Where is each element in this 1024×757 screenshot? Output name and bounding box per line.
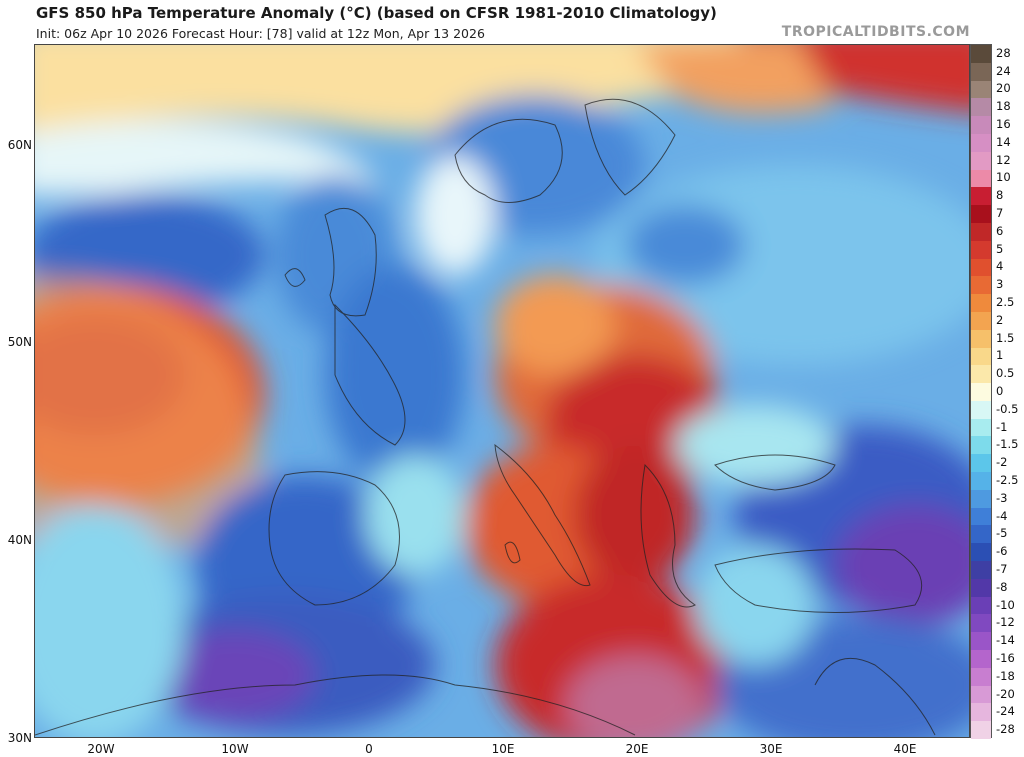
colorbar-level-label: 2 xyxy=(996,312,1004,327)
lat-label-60n: 60N xyxy=(7,138,32,152)
colorbar-swatch xyxy=(971,436,991,455)
lat-label-50n: 50N xyxy=(7,335,32,349)
lon-label-10e: 10E xyxy=(491,742,515,756)
forecast-info: Init: 06z Apr 10 2026 Forecast Hour: [78… xyxy=(36,26,485,41)
colorbar-swatch xyxy=(971,329,991,348)
page-title: GFS 850 hPa Temperature Anomaly (°C) (ba… xyxy=(36,4,717,22)
lon-label-20w: 20W xyxy=(87,742,115,756)
colorbar-swatch xyxy=(971,543,991,562)
colorbar-swatch xyxy=(971,116,991,135)
colorbar-level-label: 28 xyxy=(996,45,1011,60)
colorbar-level-label: -8 xyxy=(996,579,1008,594)
colorbar-swatch xyxy=(971,418,991,437)
colorbar-level-label: 4 xyxy=(996,259,1004,274)
colorbar-level-label: 8 xyxy=(996,188,1004,203)
lon-label-20e: 20E xyxy=(625,742,649,756)
colorbar xyxy=(970,44,992,740)
colorbar-swatch xyxy=(971,151,991,171)
colorbar-level-label: 20 xyxy=(996,81,1011,96)
colorbar-swatch xyxy=(971,685,991,704)
colorbar-swatch xyxy=(971,98,991,117)
colorbar-level-label: -16 xyxy=(996,650,1015,665)
colorbar-level-label: -1 xyxy=(996,419,1008,434)
colorbar-level-label: 0 xyxy=(996,384,1004,398)
colorbar-level-label: -4 xyxy=(996,508,1008,523)
colorbar-level-label: -3 xyxy=(996,490,1008,505)
colorbar-level-label: 1 xyxy=(996,348,1004,363)
colorbar-level-label: 1.5 xyxy=(996,330,1015,345)
colorbar-level-label: -12 xyxy=(996,615,1015,630)
colorbar-swatch xyxy=(971,133,991,153)
colorbar-level-label: 0.5 xyxy=(996,366,1015,381)
colorbar-level-label: -10 xyxy=(996,597,1015,612)
colorbar-swatch xyxy=(971,578,991,598)
colorbar-swatch xyxy=(971,596,991,615)
colorbar-level-label: -2.5 xyxy=(996,472,1019,487)
colorbar-swatch xyxy=(971,400,991,420)
colorbar-swatch xyxy=(971,614,991,633)
colorbar-level-label: -6 xyxy=(996,544,1008,559)
colorbar-level-label: -14 xyxy=(996,633,1015,648)
colorbar-swatch xyxy=(971,703,991,722)
colorbar-level-label: 12 xyxy=(996,152,1011,167)
colorbar-swatch xyxy=(971,650,991,669)
anomaly-map xyxy=(34,44,970,738)
colorbar-swatch xyxy=(971,667,991,687)
colorbar-level-label: 6 xyxy=(996,223,1004,238)
colorbar-swatch xyxy=(971,311,991,331)
colorbar-swatch xyxy=(971,632,991,651)
colorbar-swatch xyxy=(971,62,991,82)
colorbar-level-label: 14 xyxy=(996,134,1011,149)
colorbar-level-label: -7 xyxy=(996,561,1008,576)
colorbar-level-label: 24 xyxy=(996,63,1011,78)
colorbar-swatch xyxy=(971,472,991,491)
colorbar-swatch xyxy=(971,187,991,206)
lon-label-30e: 30E xyxy=(759,742,783,756)
colorbar-swatch xyxy=(971,454,991,473)
colorbar-level-label: 16 xyxy=(996,117,1011,132)
colorbar-swatch xyxy=(971,80,991,99)
colorbar-level-label: 10 xyxy=(996,170,1011,185)
colorbar-swatch xyxy=(971,169,991,188)
colorbar-level-label: -5 xyxy=(996,526,1008,541)
colorbar-level-label: 2.5 xyxy=(996,295,1015,310)
colorbar-swatch xyxy=(971,205,991,224)
colorbar-swatch xyxy=(971,258,991,277)
colorbar-level-label: -18 xyxy=(996,668,1015,683)
brand-watermark: TROPICALTIDBITS.COM xyxy=(781,24,970,40)
colorbar-swatch xyxy=(971,383,991,402)
colorbar-swatch xyxy=(971,240,991,260)
colorbar-level-label: 3 xyxy=(996,277,1004,292)
colorbar-level-label: -28 xyxy=(996,722,1015,737)
colorbar-swatch xyxy=(971,347,991,366)
colorbar-swatch xyxy=(971,45,991,64)
colorbar-swatch xyxy=(971,276,991,295)
lat-label-40n: 40N xyxy=(7,533,32,547)
lon-label-10w: 10W xyxy=(221,742,249,756)
colorbar-level-label: -2 xyxy=(996,455,1008,470)
colorbar-swatch xyxy=(971,489,991,509)
lon-label-0: 0 xyxy=(365,742,373,756)
colorbar-swatch xyxy=(971,294,991,313)
colorbar-swatch xyxy=(971,222,991,242)
colorbar-level-label: 18 xyxy=(996,99,1011,114)
colorbar-swatch xyxy=(971,525,991,544)
lat-label-30n: 30N xyxy=(7,731,32,745)
colorbar-swatch xyxy=(971,721,991,740)
colorbar-swatch xyxy=(971,507,991,526)
colorbar-level-label: -1.5 xyxy=(996,437,1019,452)
colorbar-level-label: 7 xyxy=(996,206,1004,221)
colorbar-level-label: -20 xyxy=(996,686,1015,701)
colorbar-swatch xyxy=(971,561,991,580)
colorbar-level-label: -0.5 xyxy=(996,401,1019,416)
lon-label-40e: 40E xyxy=(893,742,917,756)
colorbar-level-label: -24 xyxy=(996,704,1015,719)
colorbar-swatch xyxy=(971,365,991,384)
colorbar-level-label: 5 xyxy=(996,241,1004,256)
